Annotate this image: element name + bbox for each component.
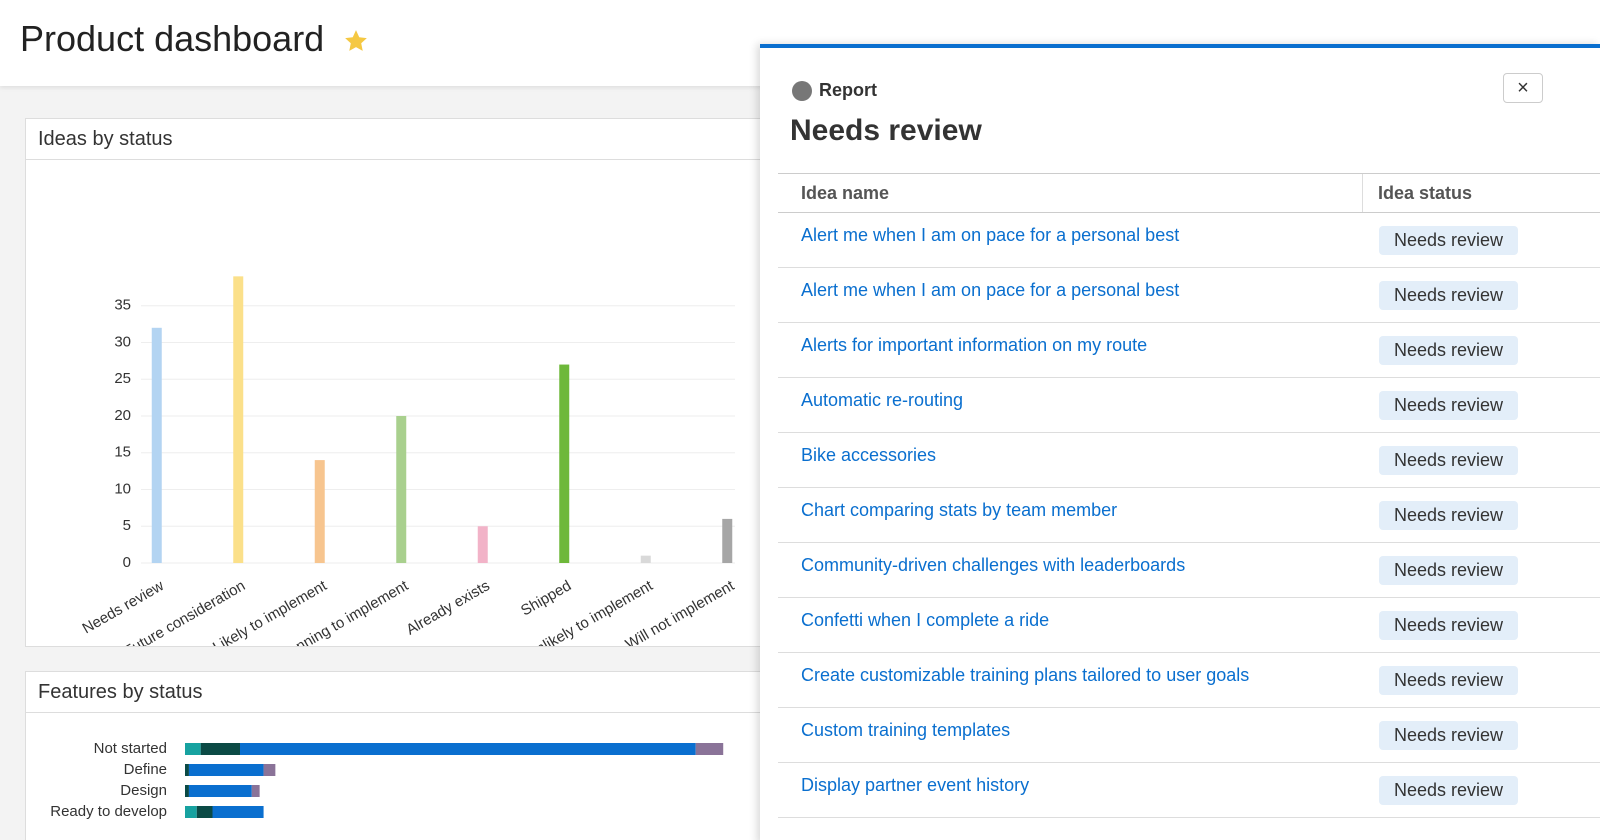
table-row: Bike accessories Needs review [778, 433, 1600, 488]
y-tick-label: 30 [114, 333, 131, 350]
status-cell: Needs review [1362, 720, 1562, 750]
bar-segment [240, 743, 696, 755]
status-badge: Needs review [1379, 555, 1519, 585]
y-tick-label: 20 [114, 407, 131, 424]
y-tick-label: Define [124, 761, 167, 778]
bar [559, 364, 570, 563]
report-icon [792, 81, 812, 101]
status-cell: Needs review [1362, 775, 1562, 805]
report-panel: Report × Needs review Idea name Idea stat… [760, 44, 1600, 840]
bar [477, 526, 488, 563]
status-cell: Needs review [1362, 225, 1562, 255]
table-row: Alert me when I am on pace for a persona… [778, 213, 1600, 268]
bar-segment [251, 785, 260, 797]
column-header[interactable]: Idea status [1362, 174, 1578, 212]
status-cell: Needs review [1362, 500, 1562, 530]
x-tick-label: Shipped [518, 577, 574, 619]
idea-link[interactable]: Chart comparing stats by team member [801, 499, 1118, 520]
favorite-star[interactable] [343, 28, 369, 54]
table: Idea name Idea status Alert me when I am o… [778, 173, 1600, 818]
idea-link[interactable]: Alert me when I am on pace for a persona… [801, 279, 1180, 300]
y-tick-label: 0 [123, 554, 131, 571]
bar-segment [212, 806, 264, 818]
status-badge: Needs review [1379, 665, 1519, 695]
status-cell: Needs review [1362, 610, 1562, 640]
table-row: Custom training templates Needs review [778, 708, 1600, 763]
idea-link[interactable]: Confetti when I complete a ride [801, 609, 1050, 630]
widget-title: Features by status [26, 672, 806, 713]
status-badge: Needs review [1379, 775, 1519, 805]
bar-segment [185, 764, 189, 776]
table-row: Confetti when I complete a ride Needs rev… [778, 598, 1600, 653]
y-tick-label: 25 [114, 370, 131, 387]
y-tick-label: Not started [94, 740, 167, 757]
status-cell: Needs review [1362, 390, 1562, 420]
table-row: Create customizable training plans tailo… [778, 653, 1600, 708]
y-tick-label: 35 [114, 297, 131, 314]
table-header: Idea name Idea status [778, 173, 1600, 213]
status-badge: Needs review [1379, 390, 1519, 420]
bar [396, 416, 407, 563]
idea-link[interactable]: Bike accessories [801, 444, 937, 465]
idea-link[interactable]: Alerts for important information on my r… [801, 334, 1148, 355]
y-tick-label: Ready to develop [50, 803, 167, 820]
status-badge: Needs review [1379, 720, 1519, 750]
y-tick-label: Design [120, 782, 167, 799]
bar-segment [695, 743, 724, 755]
y-tick-label: 15 [114, 444, 131, 461]
bar-segment [185, 785, 189, 797]
bar [722, 518, 733, 563]
bar-segment [188, 764, 264, 776]
chart: Not started Define Design Ready to develop [50, 740, 724, 820]
table-row: Automatic re-routing Needs review [778, 378, 1600, 433]
status-cell: Needs review [1362, 445, 1562, 475]
report-title: Needs review [790, 114, 982, 147]
bar-segment [200, 743, 240, 755]
status-badge: Needs review [1379, 500, 1519, 530]
bar [233, 276, 244, 563]
widget-title: Ideas by status [26, 119, 806, 160]
table-row: Community-driven challenges with leaderb… [778, 543, 1600, 598]
bar-segment [185, 743, 201, 755]
report-label: Report [819, 80, 877, 100]
status-badge: Needs review [1379, 335, 1519, 365]
table-row: Display partner event history Needs revie… [778, 763, 1600, 818]
status-badge: Needs review [1379, 225, 1519, 255]
status-cell: Needs review [1362, 665, 1562, 695]
table-row: Alerts for important information on my r… [778, 323, 1600, 378]
idea-link[interactable]: Display partner event history [801, 774, 1030, 795]
table-row: Chart comparing stats by team member Need… [778, 488, 1600, 543]
status-cell: Needs review [1362, 280, 1562, 310]
idea-link[interactable]: Automatic re-routing [801, 389, 964, 410]
idea-link[interactable]: Alert me when I am on pace for a persona… [801, 224, 1180, 245]
close-button[interactable]: × [1503, 73, 1543, 103]
status-badge: Needs review [1379, 445, 1519, 475]
bar-segment [185, 806, 197, 818]
status-badge: Needs review [1379, 280, 1519, 310]
bar-segment [196, 806, 213, 818]
table-row: Alert me when I am on pace for a persona… [778, 268, 1600, 323]
widget: Ideas by status 0 5 10 15 20 25 30 35 Needs revi… [25, 118, 807, 666]
bar-segment [263, 764, 276, 776]
widget: Features by status Not started Define Desi… [25, 671, 807, 840]
bar-segment [188, 785, 252, 797]
status-cell: Needs review [1362, 335, 1562, 365]
status-badge: Needs review [1379, 610, 1519, 640]
bar [314, 460, 325, 563]
idea-link[interactable]: Custom training templates [801, 719, 1011, 740]
status-cell: Needs review [1362, 555, 1562, 585]
x-tick-label: Already exists [403, 577, 492, 638]
idea-link[interactable]: Create customizable training plans tailo… [801, 664, 1250, 685]
idea-link[interactable]: Community-driven challenges with leaderb… [801, 554, 1186, 575]
column-header[interactable]: Idea name [801, 182, 890, 203]
y-tick-label: 5 [123, 517, 131, 534]
bar [151, 327, 162, 563]
page-title: Product dashboard [20, 18, 325, 59]
bar [640, 555, 651, 563]
y-tick-label: 10 [114, 480, 131, 497]
